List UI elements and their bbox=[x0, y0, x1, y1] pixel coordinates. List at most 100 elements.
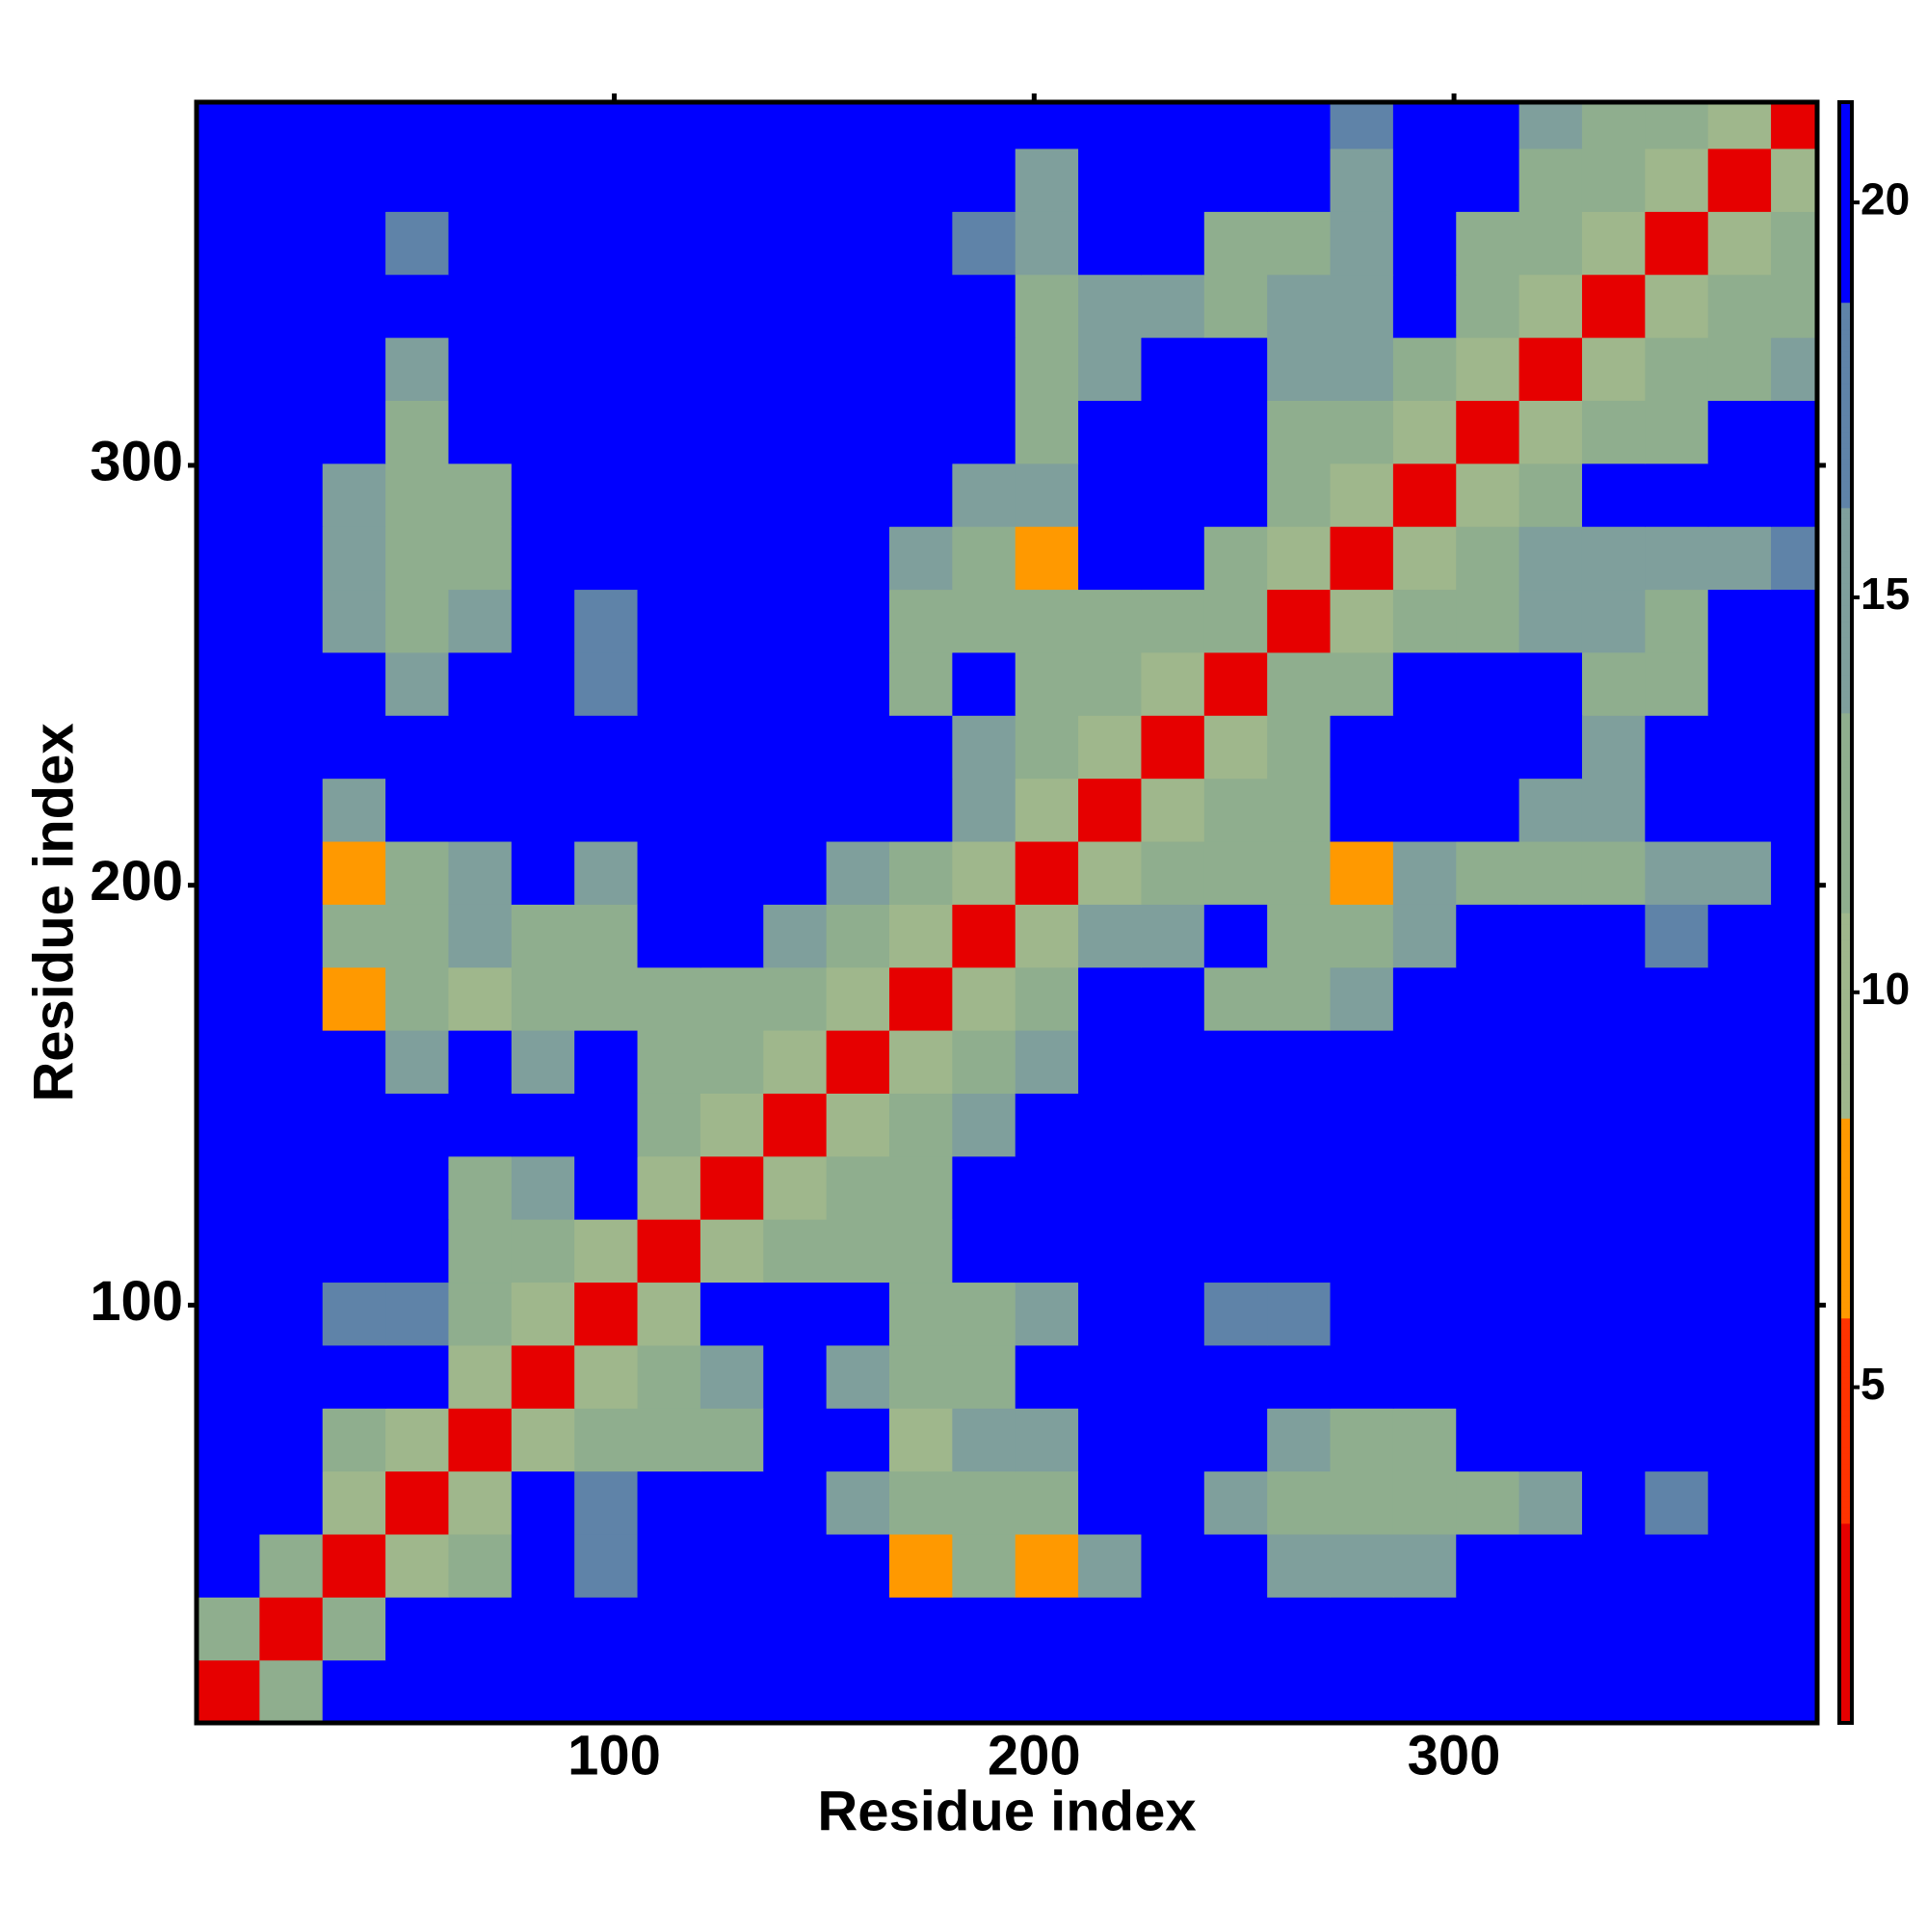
colorbar-slice bbox=[1839, 1522, 1852, 1529]
colorbar-slice bbox=[1839, 782, 1852, 789]
heatmap-cell bbox=[1771, 589, 1817, 653]
heatmap-cell bbox=[259, 966, 324, 1031]
heatmap-cell bbox=[952, 1219, 1016, 1284]
heatmap-cell bbox=[574, 1659, 639, 1723]
heatmap-cell bbox=[1015, 1344, 1079, 1409]
heatmap-cell bbox=[1771, 463, 1817, 527]
heatmap-cell bbox=[259, 102, 324, 149]
heatmap-cell bbox=[1645, 1408, 1709, 1472]
heatmap-cell bbox=[1267, 463, 1332, 527]
heatmap-cell bbox=[448, 1155, 513, 1220]
heatmap-cell bbox=[888, 840, 953, 905]
heatmap-cell bbox=[1015, 778, 1079, 842]
heatmap-cell bbox=[700, 1470, 764, 1535]
heatmap-cell bbox=[637, 715, 701, 780]
colorbar-slice bbox=[1839, 296, 1852, 304]
heatmap-cell bbox=[763, 1408, 828, 1472]
heatmap-cell bbox=[1581, 102, 1646, 149]
heatmap-cell bbox=[322, 400, 386, 464]
colorbar-slice bbox=[1839, 652, 1852, 660]
heatmap-cell bbox=[1078, 337, 1143, 401]
colorbar-slice bbox=[1839, 598, 1852, 606]
heatmap-cell bbox=[1392, 102, 1457, 149]
colorbar-slice bbox=[1839, 1063, 1852, 1071]
colorbar-slice bbox=[1839, 1495, 1852, 1502]
colorbar-slice bbox=[1839, 1139, 1852, 1146]
heatmap-cell bbox=[259, 1219, 324, 1284]
heatmap-cell bbox=[637, 102, 701, 149]
heatmap-cell bbox=[259, 1533, 324, 1598]
colorbar-slice bbox=[1839, 410, 1852, 416]
heatmap-cell bbox=[1330, 904, 1394, 968]
x-tick-label: 300 bbox=[1408, 1724, 1501, 1786]
heatmap-cell bbox=[1707, 1219, 1772, 1284]
heatmap-cell bbox=[197, 102, 260, 149]
heatmap-cell bbox=[1581, 715, 1646, 780]
heatmap-cell bbox=[322, 526, 386, 591]
heatmap-cell bbox=[763, 589, 828, 653]
colorbar-slice bbox=[1839, 404, 1852, 411]
heatmap-cell bbox=[637, 1659, 701, 1723]
heatmap-cell bbox=[322, 1597, 386, 1661]
heatmap-cell bbox=[1771, 1533, 1817, 1598]
heatmap-cell bbox=[1330, 526, 1394, 591]
heatmap-cell bbox=[322, 1155, 386, 1220]
colorbar-slice bbox=[1839, 993, 1852, 1000]
colorbar-slice bbox=[1839, 1290, 1852, 1297]
heatmap-cell bbox=[1078, 589, 1143, 653]
colorbar-slice bbox=[1839, 631, 1852, 638]
heatmap-cell bbox=[1707, 651, 1772, 716]
heatmap-cell bbox=[888, 715, 953, 780]
heatmap-cell bbox=[1645, 1219, 1709, 1284]
heatmap-cell bbox=[1330, 966, 1394, 1031]
heatmap-cell bbox=[1015, 1155, 1079, 1220]
heatmap-cell bbox=[322, 1344, 386, 1409]
heatmap-cell bbox=[952, 1093, 1016, 1157]
heatmap-cell bbox=[574, 1408, 639, 1472]
colorbar-slice bbox=[1839, 150, 1852, 157]
heatmap-cell bbox=[1078, 1219, 1143, 1284]
heatmap-cell bbox=[322, 274, 386, 338]
heatmap-cell bbox=[1203, 1282, 1268, 1346]
colorbar-slice bbox=[1839, 102, 1852, 109]
colorbar-slice bbox=[1839, 1533, 1852, 1541]
heatmap-cell bbox=[511, 1282, 575, 1346]
heatmap-cell bbox=[448, 589, 513, 653]
heatmap-cell bbox=[952, 463, 1016, 527]
colorbar-slice bbox=[1839, 1442, 1852, 1448]
colorbar-slice bbox=[1839, 1463, 1852, 1470]
heatmap-cell bbox=[1078, 526, 1143, 591]
heatmap-cell bbox=[1518, 1155, 1583, 1220]
colorbar-slice bbox=[1839, 528, 1852, 536]
heatmap-cell bbox=[1707, 1408, 1772, 1472]
heatmap-cell bbox=[448, 1408, 513, 1472]
heatmap-cell bbox=[1581, 1344, 1646, 1409]
heatmap-cell bbox=[1581, 589, 1646, 653]
heatmap-cell bbox=[197, 400, 260, 464]
heatmap-cell bbox=[1078, 715, 1143, 780]
colorbar-slice bbox=[1839, 469, 1852, 476]
colorbar-slice bbox=[1839, 1517, 1852, 1524]
heatmap-cell bbox=[952, 1282, 1016, 1346]
heatmap-cell bbox=[888, 1219, 953, 1284]
heatmap-cell bbox=[700, 211, 764, 276]
heatmap-cell bbox=[448, 651, 513, 716]
colorbar-slice bbox=[1839, 1528, 1852, 1535]
heatmap-cell bbox=[385, 400, 450, 464]
heatmap-cell bbox=[763, 1659, 828, 1723]
heatmap-cell bbox=[1267, 904, 1332, 968]
colorbar-slice bbox=[1839, 1344, 1852, 1351]
heatmap-cell bbox=[1392, 1093, 1457, 1157]
colorbar-slice bbox=[1839, 1485, 1852, 1492]
heatmap-cell bbox=[637, 147, 701, 212]
colorbar-slice bbox=[1839, 1160, 1852, 1168]
heatmap-cell bbox=[1330, 715, 1394, 780]
colorbar-slice bbox=[1839, 323, 1852, 331]
heatmap-cell bbox=[888, 1597, 953, 1661]
heatmap-cell bbox=[1518, 1408, 1583, 1472]
heatmap-cell bbox=[1392, 526, 1457, 591]
heatmap-cell bbox=[1203, 966, 1268, 1031]
colorbar-slice bbox=[1839, 1566, 1852, 1573]
colorbar-slice bbox=[1839, 755, 1852, 762]
heatmap-cell bbox=[197, 1030, 260, 1094]
